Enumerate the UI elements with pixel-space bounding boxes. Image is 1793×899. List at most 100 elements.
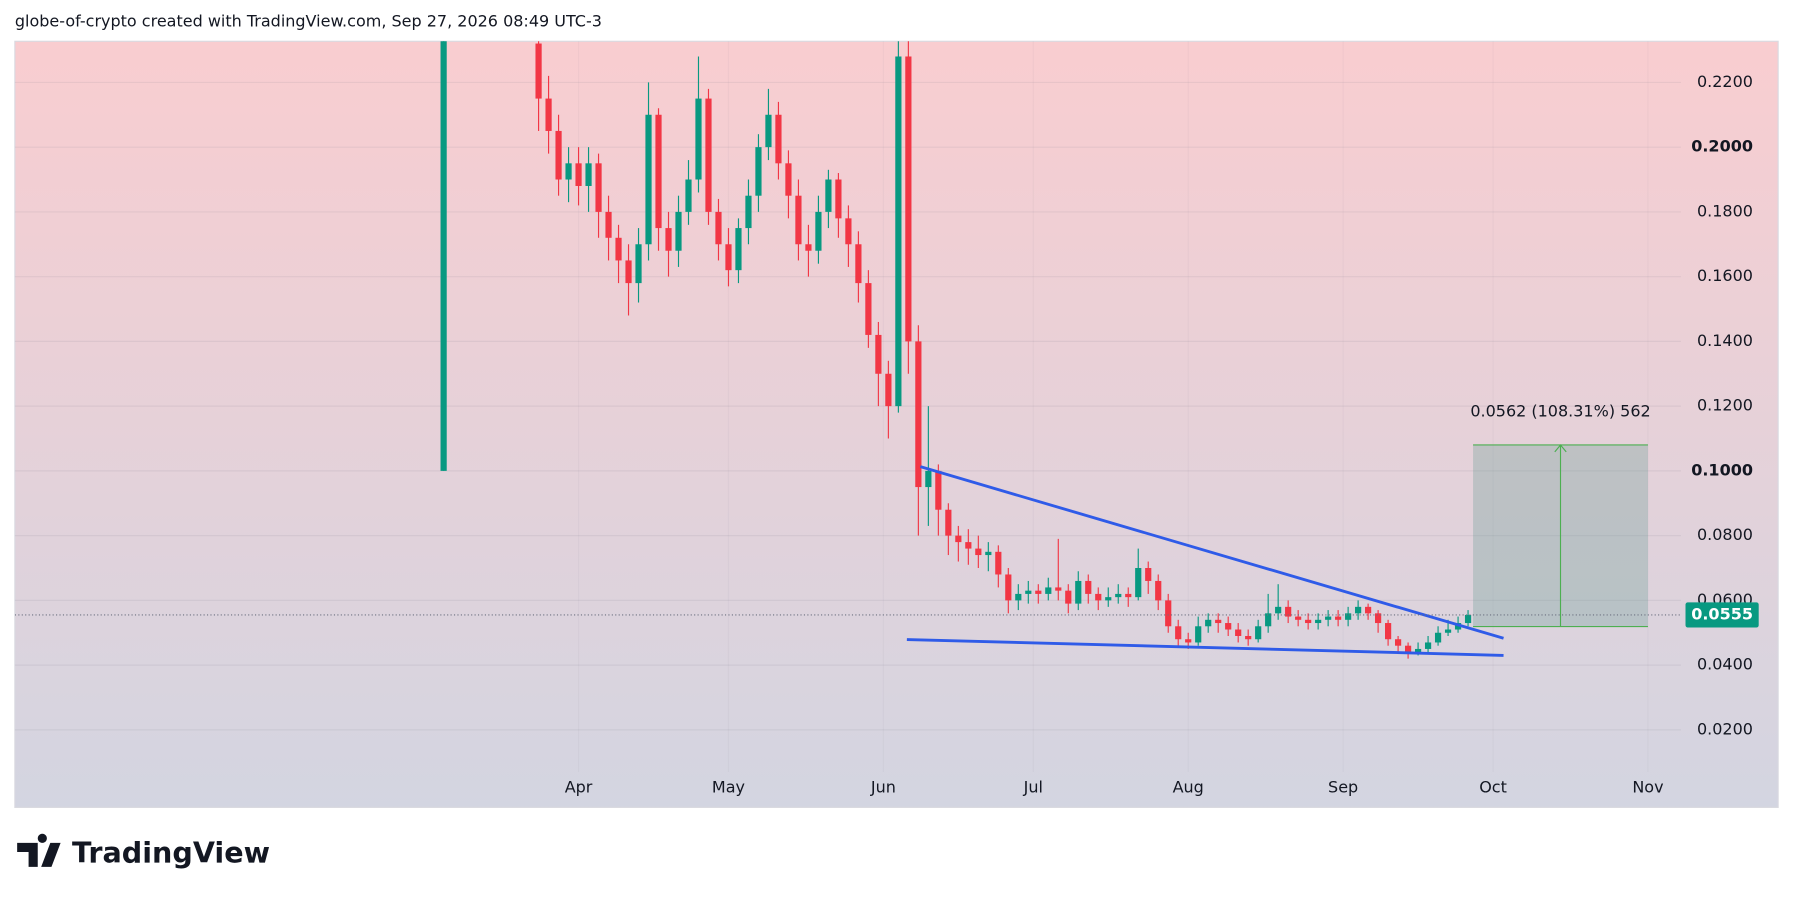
- x-tick-label: Nov: [1632, 777, 1663, 796]
- trendline: [906, 638, 1504, 657]
- y-tick-label: 0.1600: [1697, 266, 1753, 285]
- candle-body: [1355, 606, 1362, 614]
- candle-body: [995, 551, 1002, 575]
- candle-body: [1165, 600, 1172, 627]
- candle-body: [695, 98, 702, 180]
- y-tick-label: 0.2000: [1691, 137, 1753, 156]
- candle-body: [1145, 568, 1152, 581]
- candle-body: [895, 56, 902, 407]
- candle-body: [1045, 587, 1052, 594]
- candle-body: [1464, 614, 1472, 624]
- candle-body: [1285, 606, 1292, 617]
- candle-body: [1075, 580, 1082, 604]
- candle-body: [845, 218, 852, 245]
- candle-body: [575, 163, 582, 186]
- x-tick-label: Apr: [565, 777, 593, 796]
- candle-body: [825, 179, 832, 212]
- candle-body: [985, 551, 992, 556]
- candle-body: [1275, 606, 1282, 614]
- y-tick-label: 0.1000: [1691, 460, 1753, 479]
- candle-body: [975, 548, 982, 556]
- candle-body: [555, 130, 562, 180]
- y-tick-label: 0.1200: [1697, 396, 1753, 415]
- candle-body: [915, 341, 922, 488]
- y-tick-label: 0.0800: [1697, 525, 1753, 544]
- candle-body: [535, 43, 542, 99]
- candle-body: [1125, 593, 1132, 598]
- tradingview-logo: TradingView: [17, 833, 270, 869]
- candle-body: [755, 147, 762, 196]
- candle-body: [1385, 623, 1392, 640]
- candle-body: [1205, 619, 1212, 627]
- y-tick-label: 0.0200: [1697, 719, 1753, 738]
- measure-arrow: [1554, 444, 1567, 627]
- candle-body: [1215, 619, 1222, 624]
- candle-body: [545, 98, 552, 131]
- candle-body: [565, 163, 572, 180]
- measure-label: 0.0562 (108.31%) 562: [1470, 401, 1650, 420]
- candle-body: [1055, 587, 1062, 591]
- candle-body: [1135, 568, 1142, 598]
- candle-body: [875, 334, 882, 374]
- candle-body: [705, 98, 712, 212]
- candle-body: [1255, 626, 1262, 640]
- candle-body: [1295, 616, 1302, 620]
- candle-body: [1404, 645, 1412, 653]
- candle-body: [805, 244, 812, 251]
- candle-body: [685, 179, 692, 212]
- axis-labels: 0.02000.04000.06000.08000.10000.12000.14…: [565, 72, 1759, 796]
- candle-body: [1375, 613, 1382, 624]
- candle-body: [725, 244, 732, 271]
- candle-body: [645, 114, 652, 245]
- candle-body: [1414, 648, 1422, 653]
- candle-body: [815, 211, 822, 251]
- candle-body: [1175, 626, 1182, 640]
- candle-body: [1394, 639, 1402, 646]
- candle-body: [855, 244, 862, 284]
- candle-body: [595, 163, 602, 212]
- header-text: globe-of-crypto created with TradingView…: [15, 11, 602, 30]
- candle-body: [665, 228, 672, 251]
- x-tick-label: Jul: [1023, 777, 1043, 796]
- candle-body: [835, 179, 842, 219]
- candle-body: [905, 56, 912, 342]
- candle-body: [605, 211, 612, 238]
- candle-body: [1424, 642, 1432, 649]
- candle-body: [1235, 629, 1242, 636]
- candle-body: [1315, 619, 1322, 624]
- candle-body: [795, 195, 802, 245]
- candle-body: [885, 373, 892, 407]
- candle-body: [865, 283, 872, 335]
- candle-body: [1195, 626, 1202, 643]
- y-tick-label: 0.1400: [1697, 331, 1753, 350]
- candle-body: [765, 114, 772, 148]
- y-tick-label: 0.1800: [1697, 201, 1753, 220]
- candle-body: [625, 260, 632, 284]
- candle-body: [1434, 632, 1442, 643]
- candle-body: [935, 470, 942, 510]
- candle-body: [1325, 616, 1332, 620]
- candle-body: [1345, 613, 1352, 620]
- plot-area: [14, 41, 1681, 659]
- candle-body: [1185, 639, 1192, 643]
- candle-body: [715, 211, 722, 245]
- x-tick-label: Aug: [1173, 777, 1204, 796]
- candle-body: [1335, 616, 1342, 620]
- x-tick-label: Jun: [870, 777, 896, 796]
- candle-body: [955, 535, 962, 543]
- candle-body: [1444, 629, 1452, 633]
- candle-body: [1035, 590, 1042, 594]
- candle-body: [925, 470, 932, 488]
- candle-body: [1115, 593, 1122, 598]
- candle-body: [675, 211, 682, 251]
- x-tick-label: May: [712, 777, 745, 796]
- candle-body: [655, 114, 662, 229]
- candle-body: [945, 509, 952, 536]
- candle-body: [635, 244, 642, 284]
- candle-body: [1305, 619, 1312, 624]
- y-tick-label: 0.2200: [1697, 72, 1753, 91]
- candle-body: [1365, 606, 1372, 614]
- candle-body: [615, 237, 622, 261]
- candle-body: [1085, 580, 1092, 594]
